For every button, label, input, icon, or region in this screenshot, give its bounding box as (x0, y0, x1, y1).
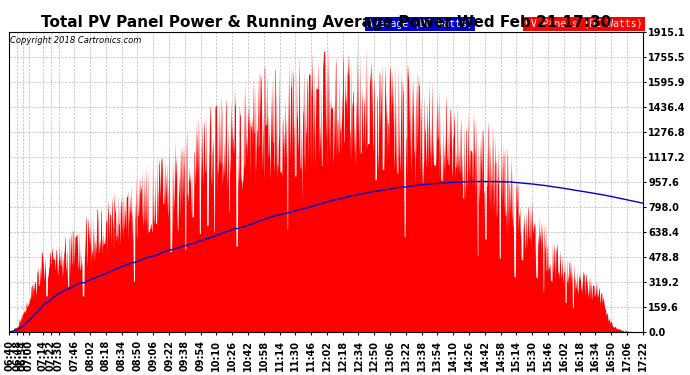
Title: Total PV Panel Power & Running Average Power Wed Feb 21 17:30: Total PV Panel Power & Running Average P… (41, 15, 611, 30)
Text: Copyright 2018 Cartronics.com: Copyright 2018 Cartronics.com (10, 36, 142, 45)
Text: Average (DC Watts): Average (DC Watts) (367, 19, 473, 28)
Text: PV Panels (DC Watts): PV Panels (DC Watts) (526, 19, 643, 28)
